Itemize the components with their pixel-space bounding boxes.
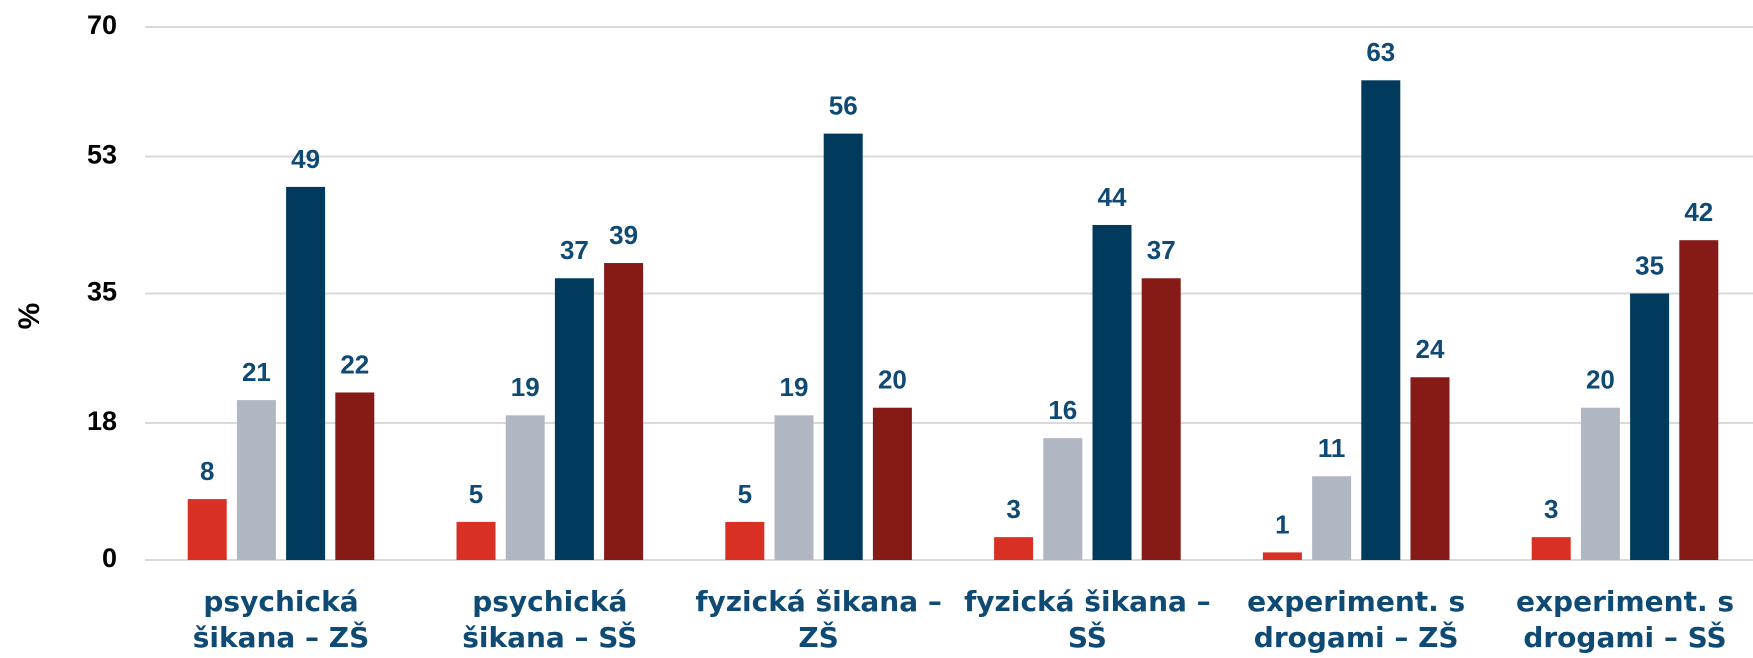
bar	[725, 521, 765, 560]
y-tick-label: 53	[87, 140, 117, 170]
bar	[1043, 438, 1083, 560]
bar	[505, 415, 545, 560]
bar	[236, 400, 276, 560]
value-label: 44	[1098, 182, 1127, 212]
y-axis-label: %	[13, 303, 46, 330]
bar	[554, 278, 594, 560]
x-tick-label: fyzická šikana – ZŠ	[695, 585, 942, 654]
bar	[1312, 476, 1352, 560]
y-tick-label: 70	[87, 10, 117, 40]
value-label: 35	[1635, 250, 1664, 280]
value-label: 1	[1275, 509, 1289, 539]
x-tick-label: fyzická šikana – SŠ	[964, 585, 1211, 654]
bar	[604, 263, 644, 560]
value-label: 8	[200, 456, 214, 486]
value-label: 22	[340, 349, 369, 379]
bar	[1361, 80, 1401, 561]
value-label: 37	[560, 235, 589, 265]
bar	[187, 499, 227, 560]
value-label: 56	[829, 90, 858, 120]
x-tick-label: psychická šikana – ZŠ	[192, 585, 370, 654]
bar	[1141, 278, 1181, 560]
value-label: 3	[1544, 494, 1558, 524]
value-label: 21	[242, 357, 271, 387]
bar	[1531, 537, 1571, 560]
value-label: 19	[511, 372, 540, 402]
bar	[823, 133, 863, 560]
bar	[335, 392, 375, 560]
value-label: 42	[1684, 197, 1713, 227]
value-label: 20	[1586, 365, 1615, 395]
x-tick-label: experiment. s drogami – SŠ	[1515, 585, 1735, 654]
bar	[1092, 224, 1132, 560]
value-label: 20	[878, 365, 907, 395]
bar	[1580, 407, 1620, 560]
value-label: 19	[780, 372, 809, 402]
value-label: 49	[291, 144, 320, 174]
bar	[456, 521, 496, 560]
value-label: 37	[1147, 235, 1176, 265]
value-label: 24	[1416, 334, 1445, 364]
value-label: 16	[1048, 395, 1077, 425]
value-label: 5	[469, 479, 483, 509]
bar	[1410, 377, 1450, 560]
bar	[1630, 293, 1670, 560]
value-label: 5	[738, 479, 752, 509]
value-label: 11	[1318, 433, 1346, 463]
value-label: 39	[609, 220, 638, 250]
bar	[872, 407, 912, 560]
bar	[1679, 240, 1719, 560]
bar	[1262, 552, 1302, 560]
x-tick-label: psychická šikana – SŠ	[462, 585, 638, 654]
y-tick-label: 18	[87, 406, 117, 436]
bar	[774, 415, 814, 560]
value-label: 63	[1366, 37, 1395, 67]
x-tick-label: experiment. s drogami – ZŠ	[1247, 585, 1466, 654]
bar	[286, 186, 326, 560]
bar	[994, 537, 1034, 560]
y-tick-label: 0	[102, 543, 117, 573]
y-tick-label: 35	[87, 277, 117, 307]
value-label: 3	[1006, 494, 1020, 524]
